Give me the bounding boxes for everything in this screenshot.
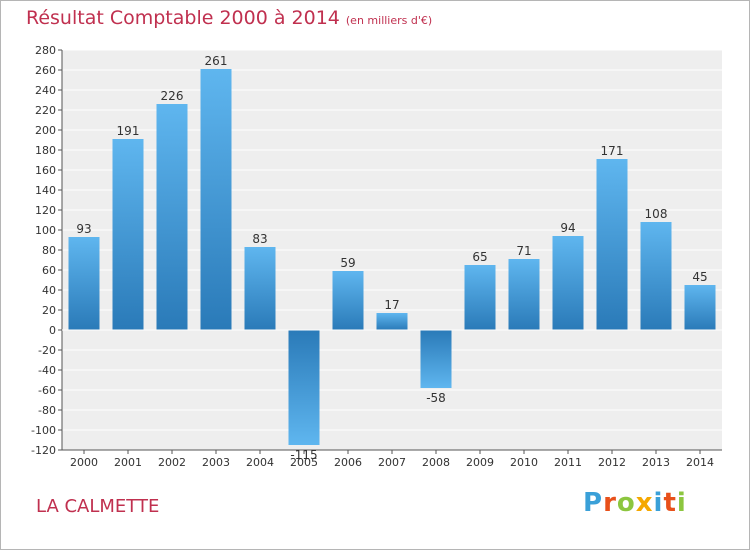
- y-tick-label: 40: [42, 284, 56, 297]
- x-tick-label-2002: 2002: [158, 456, 186, 469]
- y-tick-label: 180: [35, 144, 56, 157]
- y-tick-label: 260: [35, 64, 56, 77]
- logo-letter: r: [603, 488, 617, 518]
- bar-2000: [69, 237, 100, 330]
- y-tick-label: -20: [38, 344, 56, 357]
- logo-letter: i: [677, 488, 687, 518]
- logo-letter: t: [663, 488, 676, 518]
- data-label-2003: 261: [205, 54, 228, 68]
- bar-2004: [245, 247, 276, 330]
- y-tick-label: 100: [35, 224, 56, 237]
- logo-letter: i: [654, 488, 664, 518]
- logo-letter: x: [636, 488, 654, 518]
- bar-2013: [641, 222, 672, 330]
- bar-2010: [509, 259, 540, 330]
- y-tick-label: 200: [35, 124, 56, 137]
- y-tick-label: 120: [35, 204, 56, 217]
- y-tick-label: 60: [42, 264, 56, 277]
- y-tick-label: 160: [35, 164, 56, 177]
- data-label-2011: 94: [560, 221, 575, 235]
- bar-2006: [333, 271, 364, 330]
- bar-2002: [157, 104, 188, 330]
- x-tick-label-2006: 2006: [334, 456, 362, 469]
- data-label-2000: 93: [76, 222, 91, 236]
- data-label-2006: 59: [340, 256, 355, 270]
- x-tick-label-2010: 2010: [510, 456, 538, 469]
- x-tick-label-2004: 2004: [246, 456, 274, 469]
- bar-chart: 280260240220200180160140120100806040200-…: [0, 0, 750, 550]
- x-tick-label-2003: 2003: [202, 456, 230, 469]
- data-label-2008: -58: [426, 391, 446, 405]
- bar-2003: [201, 69, 232, 330]
- x-tick-label-2008: 2008: [422, 456, 450, 469]
- x-tick-label-2009: 2009: [466, 456, 494, 469]
- y-tick-label: -40: [38, 364, 56, 377]
- data-label-2001: 191: [117, 124, 140, 138]
- bar-2009: [465, 265, 496, 330]
- bar-2012: [597, 159, 628, 330]
- x-tick-label-2005: 2005: [290, 456, 318, 469]
- y-tick-label: -100: [31, 424, 56, 437]
- commune-name: LA CALMETTE: [36, 496, 159, 517]
- x-tick-label-2012: 2012: [598, 456, 626, 469]
- data-label-2009: 65: [472, 250, 487, 264]
- logo-letter: o: [617, 488, 636, 518]
- bar-2005: [289, 330, 320, 445]
- y-tick-label: 240: [35, 84, 56, 97]
- y-tick-label: -120: [31, 444, 56, 457]
- y-tick-label: 20: [42, 304, 56, 317]
- data-label-2014: 45: [692, 270, 707, 284]
- x-tick-label-2001: 2001: [114, 456, 142, 469]
- bar-2007: [377, 313, 408, 330]
- y-tick-label: 220: [35, 104, 56, 117]
- data-label-2002: 226: [161, 89, 184, 103]
- proxiti-logo[interactable]: Proxiti: [583, 488, 687, 518]
- data-label-2013: 108: [645, 207, 668, 221]
- x-tick-label-2014: 2014: [686, 456, 714, 469]
- bar-2001: [113, 139, 144, 330]
- x-tick-label-2011: 2011: [554, 456, 582, 469]
- y-tick-label: 140: [35, 184, 56, 197]
- bar-2008: [421, 330, 452, 388]
- y-tick-label: -80: [38, 404, 56, 417]
- y-tick-label: -60: [38, 384, 56, 397]
- x-tick-label-2007: 2007: [378, 456, 406, 469]
- data-label-2012: 171: [601, 144, 624, 158]
- data-label-2010: 71: [516, 244, 531, 258]
- logo-letter: P: [583, 488, 603, 518]
- bar-2011: [553, 236, 584, 330]
- y-tick-label: 0: [49, 324, 56, 337]
- bar-2014: [685, 285, 716, 330]
- x-tick-label-2000: 2000: [70, 456, 98, 469]
- x-tick-label-2013: 2013: [642, 456, 670, 469]
- data-label-2007: 17: [384, 298, 399, 312]
- y-tick-label: 280: [35, 44, 56, 57]
- data-label-2004: 83: [252, 232, 267, 246]
- y-tick-label: 80: [42, 244, 56, 257]
